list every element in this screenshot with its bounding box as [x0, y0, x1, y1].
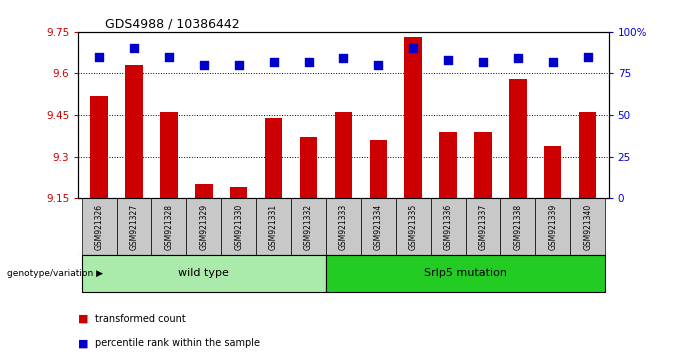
Point	[513, 56, 524, 61]
FancyBboxPatch shape	[82, 255, 326, 292]
FancyBboxPatch shape	[571, 198, 605, 255]
Text: GSM921329: GSM921329	[199, 204, 208, 250]
Text: GSM921340: GSM921340	[583, 204, 592, 250]
Point	[199, 62, 209, 68]
Bar	[509, 79, 526, 198]
Point	[94, 54, 105, 60]
Bar	[474, 132, 492, 198]
Bar	[265, 118, 282, 198]
FancyBboxPatch shape	[466, 198, 500, 255]
Point	[443, 57, 454, 63]
FancyBboxPatch shape	[500, 198, 535, 255]
Text: GSM921328: GSM921328	[165, 204, 173, 250]
Text: GSM921326: GSM921326	[95, 204, 103, 250]
Point	[303, 59, 314, 65]
Point	[338, 56, 349, 61]
Text: GSM921338: GSM921338	[513, 204, 522, 250]
Text: GSM921335: GSM921335	[409, 204, 418, 250]
Text: GSM921336: GSM921336	[443, 204, 453, 250]
Text: GSM921330: GSM921330	[234, 204, 243, 250]
FancyBboxPatch shape	[291, 198, 326, 255]
FancyBboxPatch shape	[82, 198, 116, 255]
Text: wild type: wild type	[178, 268, 229, 279]
Point	[129, 46, 139, 51]
Bar	[579, 112, 596, 198]
Text: Srlp5 mutation: Srlp5 mutation	[424, 268, 507, 279]
Text: GSM921337: GSM921337	[479, 204, 488, 250]
FancyBboxPatch shape	[221, 198, 256, 255]
Text: transformed count: transformed count	[95, 314, 186, 324]
FancyBboxPatch shape	[430, 198, 466, 255]
Point	[373, 62, 384, 68]
Bar	[439, 132, 457, 198]
FancyBboxPatch shape	[186, 198, 221, 255]
Bar	[335, 112, 352, 198]
Bar	[125, 65, 143, 198]
FancyBboxPatch shape	[396, 198, 430, 255]
Point	[408, 46, 419, 51]
Point	[268, 59, 279, 65]
Point	[582, 54, 593, 60]
Text: GSM921332: GSM921332	[304, 204, 313, 250]
Text: GSM921331: GSM921331	[269, 204, 278, 250]
FancyBboxPatch shape	[152, 198, 186, 255]
Point	[477, 59, 488, 65]
FancyBboxPatch shape	[326, 198, 361, 255]
Text: GSM921334: GSM921334	[374, 204, 383, 250]
Text: GSM921339: GSM921339	[548, 204, 558, 250]
Bar	[544, 145, 562, 198]
Bar	[90, 96, 108, 198]
Point	[233, 62, 244, 68]
Text: ■: ■	[78, 338, 88, 348]
Text: GDS4988 / 10386442: GDS4988 / 10386442	[105, 18, 239, 31]
Bar	[300, 137, 318, 198]
FancyBboxPatch shape	[361, 198, 396, 255]
Bar	[405, 38, 422, 198]
FancyBboxPatch shape	[326, 255, 605, 292]
Point	[163, 54, 174, 60]
FancyBboxPatch shape	[256, 198, 291, 255]
Bar	[195, 184, 213, 198]
FancyBboxPatch shape	[116, 198, 152, 255]
Bar	[160, 112, 177, 198]
Bar	[369, 140, 387, 198]
Bar	[230, 187, 248, 198]
Text: percentile rank within the sample: percentile rank within the sample	[95, 338, 260, 348]
Text: GSM921333: GSM921333	[339, 204, 348, 250]
Point	[547, 59, 558, 65]
FancyBboxPatch shape	[535, 198, 571, 255]
Text: ■: ■	[78, 314, 88, 324]
Text: genotype/variation ▶: genotype/variation ▶	[7, 269, 103, 278]
Text: GSM921327: GSM921327	[129, 204, 139, 250]
